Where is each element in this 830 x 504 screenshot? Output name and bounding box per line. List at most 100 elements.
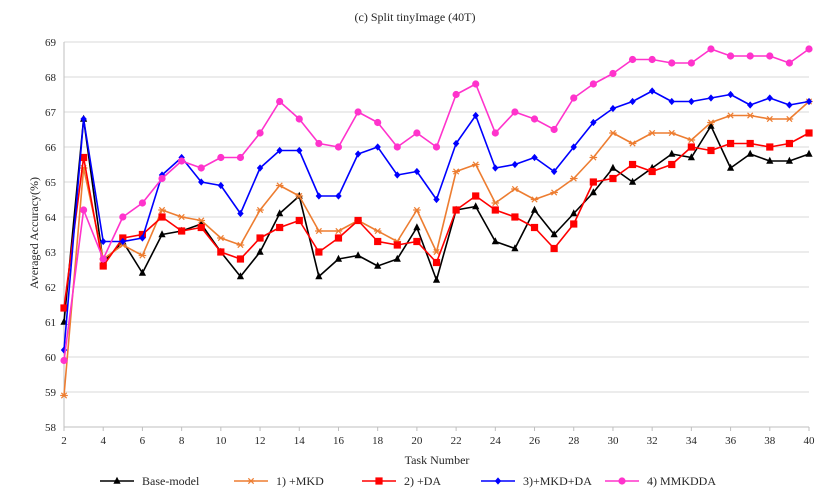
data-point — [237, 209, 244, 218]
data-point — [315, 139, 323, 148]
data-point — [511, 108, 519, 116]
data-point — [374, 118, 382, 127]
data-point — [707, 119, 715, 126]
legend-marker — [618, 477, 626, 485]
data-point — [158, 174, 166, 183]
data-point — [315, 248, 323, 256]
legend-item: 2) +DA — [362, 474, 441, 488]
data-point — [119, 237, 127, 246]
data-point — [295, 216, 303, 225]
data-point — [60, 304, 68, 312]
x-tick-label: 6 — [140, 435, 146, 447]
data-point — [236, 272, 245, 280]
data-point — [589, 178, 597, 186]
data-point — [256, 247, 264, 255]
data-point — [295, 192, 304, 200]
legend-label: 3)+MKD+DA — [523, 474, 592, 488]
data-point — [354, 251, 362, 259]
data-point — [80, 115, 87, 123]
data-point — [374, 237, 382, 246]
y-tick-label: 59 — [45, 387, 57, 399]
data-point — [570, 220, 578, 228]
data-point — [707, 146, 715, 155]
data-point — [432, 258, 441, 267]
data-point — [256, 129, 264, 137]
data-point — [138, 199, 147, 207]
x-tick-label: 8 — [179, 435, 185, 447]
data-point — [589, 154, 598, 161]
data-point — [687, 59, 695, 67]
data-point — [589, 80, 597, 88]
data-point — [668, 149, 676, 157]
data-point — [668, 59, 676, 67]
x-tick-label: 38 — [764, 435, 776, 447]
data-point — [648, 167, 656, 176]
data-point — [746, 139, 754, 148]
x-axis-label: Task Number — [405, 453, 470, 467]
data-point — [413, 206, 421, 214]
data-point — [276, 223, 284, 232]
data-point — [80, 206, 88, 214]
legend-item: 3)+MKD+DA — [481, 474, 592, 488]
data-point — [648, 129, 656, 137]
data-point — [805, 129, 813, 137]
data-point — [785, 59, 793, 67]
data-point — [354, 108, 362, 116]
data-point — [178, 227, 186, 235]
data-point — [648, 87, 656, 95]
data-point — [452, 90, 460, 99]
data-point — [452, 168, 460, 175]
legend-label: 4) MMKDDA — [647, 474, 716, 488]
data-point — [413, 237, 421, 246]
data-point — [394, 171, 401, 179]
data-point — [727, 90, 734, 99]
data-point — [99, 255, 107, 263]
x-tick-label: 32 — [647, 435, 658, 447]
data-point — [432, 275, 441, 283]
y-tick-label: 67 — [45, 107, 57, 119]
data-point — [511, 213, 519, 221]
data-point — [374, 261, 382, 269]
data-point — [511, 185, 519, 193]
y-tick-label: 60 — [45, 352, 57, 364]
data-point — [766, 156, 774, 164]
data-point — [746, 112, 754, 119]
data-point — [550, 230, 558, 238]
data-point — [472, 192, 480, 200]
data-point — [570, 94, 578, 102]
y-tick-label: 58 — [45, 422, 57, 434]
data-point — [609, 69, 617, 78]
data-point — [707, 45, 715, 53]
legend-item: Base-model — [100, 474, 200, 488]
data-point — [550, 244, 558, 253]
data-point — [648, 55, 656, 64]
data-point — [354, 216, 362, 225]
grid-layer — [64, 41, 809, 393]
data-point — [373, 227, 382, 235]
data-point — [609, 163, 617, 171]
data-point — [275, 182, 284, 189]
data-point — [766, 143, 774, 151]
data-point — [236, 241, 245, 249]
x-tick-label: 4 — [100, 435, 106, 447]
data-point — [785, 139, 793, 148]
data-point — [746, 101, 754, 109]
x-tick-label: 14 — [294, 435, 306, 447]
y-tick-label: 63 — [45, 247, 57, 259]
data-point — [100, 237, 107, 246]
data-point — [178, 157, 186, 165]
legend-label: Base-model — [142, 474, 200, 488]
y-tick-label: 65 — [45, 177, 57, 189]
data-point — [530, 205, 539, 213]
data-point — [472, 111, 479, 120]
data-point — [138, 268, 147, 276]
data-point — [491, 199, 500, 207]
data-point — [570, 209, 578, 217]
data-point — [726, 163, 735, 171]
x-tick-label: 26 — [529, 435, 541, 447]
data-point — [629, 97, 636, 106]
data-point — [668, 97, 675, 106]
data-point — [570, 143, 577, 151]
